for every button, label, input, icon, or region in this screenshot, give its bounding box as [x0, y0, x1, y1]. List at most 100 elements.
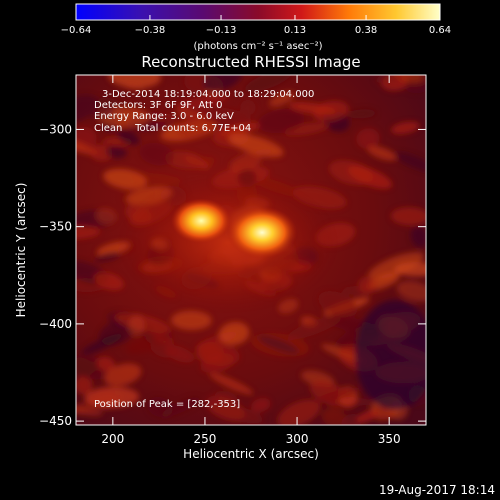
texture-blob [202, 75, 243, 92]
texture-blob [108, 75, 161, 89]
info-line-time: 3-Dec-2014 18:19:04.000 to 18:29:04.000 [102, 89, 314, 100]
texture-blob [228, 133, 284, 158]
y-axis-label: Heliocentric Y (arcsec) [14, 183, 28, 318]
texture-blob [396, 280, 426, 302]
texture-blob [218, 321, 250, 346]
colorbar-tick-label: 0.64 [429, 25, 451, 36]
texture-blob [251, 397, 271, 413]
colorbar: −0.64 −0.38 −0.13 0.13 0.38 0.64 (photons cm⁻… [61, 3, 451, 52]
texture-blob [95, 208, 117, 225]
texture-blob [390, 207, 426, 226]
info-line-clean: Clean Total counts: 6.77E+04 [94, 123, 251, 134]
heatmap-sources [171, 198, 298, 259]
texture-blob [76, 126, 97, 152]
texture-blob [368, 252, 425, 280]
plot-frame [75, 74, 427, 426]
texture-blob [394, 262, 426, 277]
y-tick-label: −350 [39, 220, 72, 234]
texture-blob [176, 112, 214, 139]
colorbar-tick-label: −0.13 [206, 25, 237, 36]
x-tick-label: 250 [193, 432, 216, 446]
info-line-detectors: Detectors: 3F 6F 9F, Att 0 [94, 100, 222, 111]
colorbar-tick-label: 0.38 [355, 25, 377, 36]
texture-blob [128, 314, 145, 336]
texture-blob [239, 99, 256, 116]
y-axis-ticks: −300 −350 −400 −450 [39, 122, 426, 428]
texture-blob [283, 122, 330, 136]
texture-blob [321, 407, 346, 425]
texture-blob [103, 168, 147, 190]
colorbar-unit-label: (photons cm⁻² s⁻¹ asec⁻²) [193, 41, 322, 52]
x-axis-label: Heliocentric X (arcsec) [183, 447, 319, 461]
texture-blob [318, 290, 358, 318]
texture-blob [199, 343, 240, 367]
texture-blob [81, 333, 123, 355]
texture-blob [170, 310, 212, 330]
texture-blob [404, 75, 426, 94]
x-axis-ticks: 200 250 300 350 [101, 75, 401, 446]
texture-blob [76, 137, 98, 156]
texture-blob [174, 95, 229, 109]
texture-blob [94, 272, 124, 291]
texture-blob [391, 121, 420, 135]
texture-blob [205, 395, 246, 421]
footer-date: 19-Aug-2017 18:14 [379, 483, 495, 497]
source-halo [118, 173, 338, 313]
peak-position: Position of Peak = [282,-353] [94, 399, 240, 410]
texture-blob [104, 363, 142, 387]
x-tick-label: 200 [101, 432, 124, 446]
texture-blob [287, 316, 341, 340]
texture-blob [126, 333, 170, 354]
texture-blob [366, 145, 397, 161]
emission-source [226, 206, 298, 259]
texture-blob [105, 145, 127, 159]
y-tick-label: −450 [39, 414, 72, 428]
colorbar-gradient [75, 3, 441, 21]
texture-blob [91, 107, 115, 120]
info-line-energy: Energy Range: 3.0 - 6.0 keV [94, 111, 234, 122]
texture-blob [209, 373, 254, 395]
info-block: 3-Dec-2014 18:19:04.000 to 18:29:04.000 … [94, 89, 314, 134]
chart-title: Reconstructed RHESSI Image [141, 53, 360, 71]
x-tick-label: 350 [378, 432, 401, 446]
colorbar-tick-label: −0.38 [135, 25, 166, 36]
texture-blob [410, 226, 426, 248]
heatmap-image [76, 75, 426, 425]
texture-blob [257, 335, 299, 354]
texture-blob [218, 122, 260, 137]
texture-blob [257, 109, 305, 134]
texture-blob [358, 276, 376, 295]
colorbar-tick-label: −0.64 [61, 25, 92, 36]
texture-blob [341, 413, 362, 425]
texture-blob [367, 272, 400, 290]
texture-blob [94, 251, 121, 262]
emission-source [171, 198, 232, 244]
texture-blob [277, 399, 321, 425]
colorbar-tick-label: 0.13 [284, 25, 306, 36]
texture-blob [355, 300, 426, 410]
y-tick-label: −400 [39, 317, 72, 331]
texture-blob [84, 386, 139, 409]
y-tick-label: −300 [39, 122, 72, 136]
texture-blob [116, 129, 140, 145]
x-tick-label: 300 [286, 432, 309, 446]
texture-blob [188, 156, 216, 169]
texture-blob [164, 345, 195, 363]
texture-blob [76, 354, 105, 380]
texture-blob [76, 375, 93, 395]
colorbar-ticks: −0.64 −0.38 −0.13 0.13 0.38 0.64 [61, 15, 451, 36]
texture-blob [347, 109, 377, 119]
texture-blob [356, 128, 380, 149]
texture-blob [314, 387, 360, 403]
texture-blob [76, 405, 103, 416]
texture-blob [147, 396, 174, 418]
texture-blob [146, 113, 178, 123]
texture-blob [89, 144, 113, 161]
texture-blob [288, 102, 337, 115]
texture-blob [76, 94, 99, 123]
texture-blob [139, 142, 174, 166]
texture-blob [269, 91, 296, 107]
texture-blob [394, 152, 426, 173]
texture-blob [347, 165, 393, 189]
